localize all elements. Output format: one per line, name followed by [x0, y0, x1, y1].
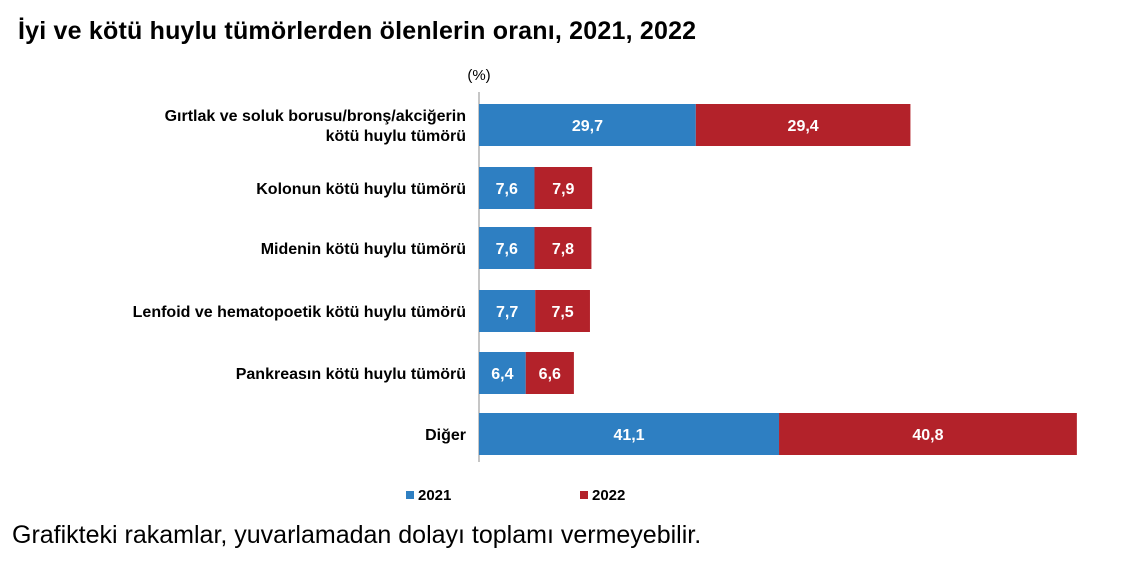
legend-label-2022: 2022	[592, 487, 625, 504]
chart-plot: (%) Gırtlak ve soluk borusu/bronş/akciğe…	[133, 67, 1077, 504]
unit-label: (%)	[467, 67, 490, 84]
data-label-2021: 6,4	[491, 366, 513, 383]
data-label-2022: 6,6	[539, 366, 561, 383]
bar-2021	[479, 227, 535, 269]
bar-2022	[695, 104, 911, 146]
data-label-2021: 41,1	[613, 427, 644, 444]
category-label: Midenin kötü huylu tümörü	[261, 241, 466, 258]
bar-2021	[479, 167, 535, 209]
bar-2021	[479, 352, 526, 394]
data-label-2021: 29,7	[572, 118, 603, 135]
legend-label-2021: 2021	[418, 487, 451, 504]
bar-2021	[479, 104, 696, 146]
data-label-2021: 7,6	[496, 181, 518, 198]
category-label: Lenfoid ve hematopoetik kötü huylu tümör…	[133, 304, 466, 321]
data-label-2022: 7,8	[552, 241, 574, 258]
legend-swatch-2021	[406, 491, 414, 499]
data-label-2022: 29,4	[788, 118, 819, 135]
data-label-2021: 7,6	[496, 241, 518, 258]
category-label: Kolonun kötü huylu tümörü	[256, 181, 466, 198]
bar-2022	[534, 167, 593, 209]
chart-title: İyi ve kötü huylu tümörlerden ölenlerin …	[18, 17, 697, 45]
data-label-2022: 7,9	[552, 181, 574, 198]
bar-2022	[525, 352, 574, 394]
bar-2021	[479, 290, 536, 332]
data-label-2021: 7,7	[496, 304, 518, 321]
bar-2022	[534, 227, 592, 269]
category-label: Pankreasın kötü huylu tümörü	[236, 366, 466, 383]
data-label-2022: 40,8	[912, 427, 943, 444]
legend-swatch-2022	[580, 491, 588, 499]
bar-2022	[535, 290, 590, 332]
bar-2021	[479, 413, 780, 455]
data-label-2022: 7,5	[551, 304, 573, 321]
category-label: Diğer	[425, 427, 466, 444]
bar-2022	[779, 413, 1077, 455]
chart-footnote: Grafikteki rakamlar, yuvarlamadan dolayı…	[12, 521, 702, 549]
category-label: Gırtlak ve soluk borusu/bronş/akciğerin k…	[165, 108, 466, 145]
